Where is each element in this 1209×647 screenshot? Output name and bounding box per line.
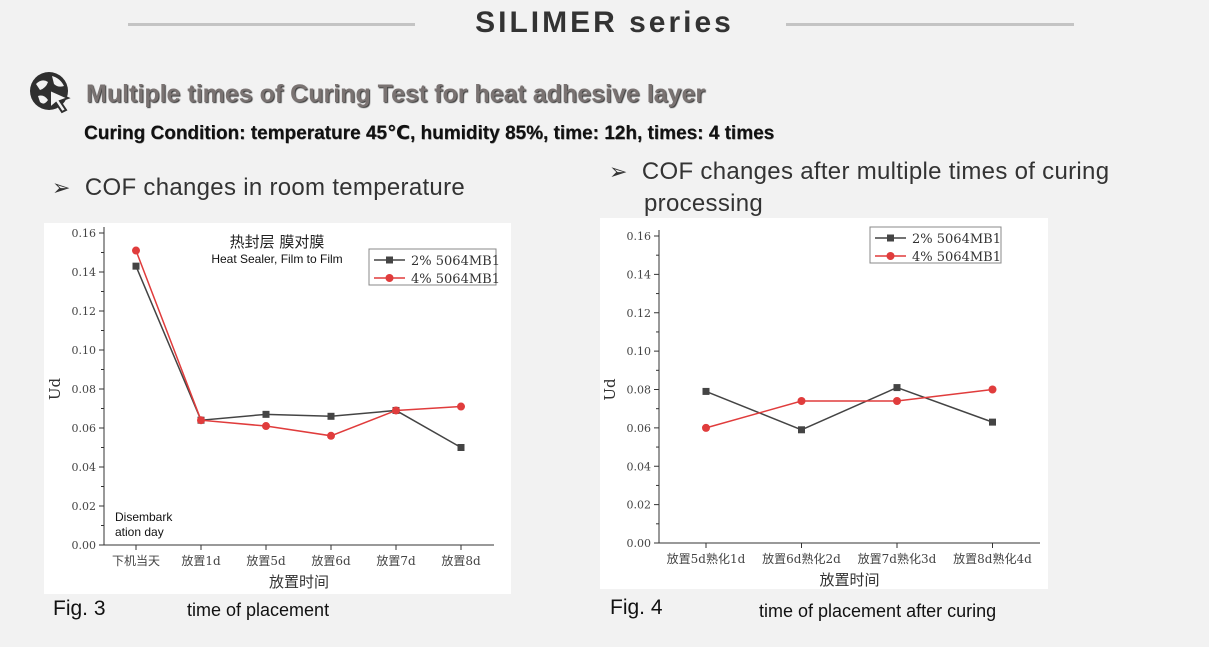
y-tick-label: 0.04 (627, 460, 652, 473)
data-point-series-1 (893, 384, 901, 392)
x-tick-label: 放置7d (376, 553, 416, 568)
y-tick-label: 0.10 (627, 345, 652, 358)
y-tick-label: 0.08 (72, 383, 97, 396)
y-tick-label: 0.14 (72, 266, 97, 279)
chart-annotation: Disembark (115, 510, 173, 524)
x-tick-label: 放置1d (181, 553, 221, 568)
data-point-series-1 (327, 412, 335, 420)
y-tick-label: 0.16 (72, 227, 97, 240)
data-point-series-1 (132, 262, 140, 270)
x-tick-label: 放置7d熟化3d (858, 551, 937, 566)
y-tick-label: 0.00 (627, 537, 652, 550)
chart-title: 热封层 膜对膜 (230, 233, 325, 251)
y-tick-label: 0.06 (627, 422, 652, 435)
y-axis-label: Ud (601, 378, 619, 401)
legend-marker-2 (886, 252, 895, 260)
fig3-caption: time of placement (187, 600, 330, 620)
x-tick-label: 放置5d熟化1d (667, 551, 746, 566)
series-line-1 (705, 386, 993, 431)
section-heading: Multiple times of Curing Test for heat a… (86, 80, 706, 108)
series-line-2 (135, 250, 462, 437)
chart-fig3: 0.00 0.02 0.04 0.06 0.08 0.10 0.12 0.14 0.16 下机当天… (46, 227, 500, 591)
chart-fig4: 0.00 0.02 0.04 0.06 0.08 0.10 0.12 0.14 0.16 放置5d… (601, 226, 1040, 589)
y-tick-label: 0.12 (72, 305, 97, 318)
legend-label-2: 4% 5064MB1 (912, 250, 1001, 265)
data-point-series-1 (457, 444, 465, 451)
chart-annotation: ation day (115, 525, 164, 539)
y-tick-label: 0.10 (72, 344, 97, 357)
legend-label-2: 4% 5064MB1 (411, 272, 500, 287)
page-title: SILIMER series (475, 6, 734, 39)
data-point-series-1 (262, 410, 270, 418)
title-rule-left (128, 23, 415, 26)
data-point-series-2 (797, 397, 806, 406)
fig3-label: Fig. 3 (53, 597, 106, 620)
y-tick-label: 0.04 (72, 461, 97, 474)
legend-marker-1 (386, 256, 393, 264)
fig4-label: Fig. 4 (610, 596, 663, 619)
cursor-globe-icon (28, 70, 74, 116)
y-tick-label: 0.12 (627, 307, 652, 320)
data-point-series-2 (893, 397, 901, 406)
series-line-2 (705, 388, 993, 429)
y-tick-label: 0.06 (72, 422, 97, 435)
data-point-series-2 (392, 406, 400, 415)
bullet-right-text-2: processing (644, 190, 764, 217)
title-rule-right (786, 23, 1074, 26)
legend-marker-2 (385, 274, 394, 282)
data-point-series-2 (327, 431, 335, 440)
y-axis-label: Ud (46, 377, 64, 400)
x-tick-label: 放置5d (246, 553, 286, 568)
x-tick-label: 放置6d (311, 553, 351, 568)
y-tick-label: 0.02 (627, 499, 652, 512)
y-tick-label: 0.00 (72, 539, 97, 552)
data-point-series-2 (132, 246, 140, 255)
x-tick-label: 放置8d熟化4d (953, 551, 1032, 566)
fig4-caption: time of placement after curing (759, 601, 997, 621)
data-point-series-1 (989, 418, 996, 426)
data-point-series-1 (702, 387, 710, 395)
curing-condition: Curing Condition: temperature 45℃, humid… (84, 123, 775, 144)
data-point-series-2 (702, 423, 710, 432)
y-tick-label: 0.08 (627, 384, 652, 397)
bullet-left-text: COF changes in room temperature (84, 174, 466, 201)
chart-subtitle: Heat Sealer, Film to Film (211, 252, 342, 266)
x-tick-label: 放置8d (441, 553, 481, 568)
data-point-series-2 (457, 402, 465, 411)
legend-label-1: 2% 5064MB1 (912, 232, 1001, 247)
bullet-arrow-icon: ➢ (609, 159, 628, 184)
data-point-series-2 (988, 385, 997, 394)
x-axis-label: 放置时间 (269, 573, 329, 591)
y-tick-label: 0.16 (627, 230, 652, 243)
chart-panel-fig4: 0.00 0.02 0.04 0.06 0.08 0.10 0.12 0.14 0.16 放置5d… (600, 218, 1048, 589)
bullet-right-text-1: COF changes after multiple times of curi… (641, 158, 1110, 185)
bullet-left: ➢ COF changes in room temperature (52, 174, 465, 202)
legend-label-1: 2% 5064MB1 (411, 254, 500, 269)
series-line-1 (135, 265, 462, 449)
legend-marker-1 (887, 234, 894, 242)
bullet-right: ➢ COF changes after multiple times of cu… (609, 158, 1109, 186)
bullet-arrow-icon: ➢ (52, 175, 71, 200)
chart-panel-fig3: 0.00 0.02 0.04 0.06 0.08 0.10 0.12 0.14 0.16 下机当天… (44, 223, 511, 594)
data-point-series-2 (197, 416, 205, 425)
data-point-series-2 (262, 422, 270, 431)
y-tick-label: 0.14 (627, 268, 652, 281)
x-tick-label: 下机当天 (112, 554, 160, 568)
x-axis-label: 放置时间 (819, 571, 879, 589)
data-point-series-1 (798, 426, 805, 434)
y-tick-label: 0.02 (72, 500, 97, 513)
x-tick-label: 放置6d熟化2d (762, 551, 841, 566)
